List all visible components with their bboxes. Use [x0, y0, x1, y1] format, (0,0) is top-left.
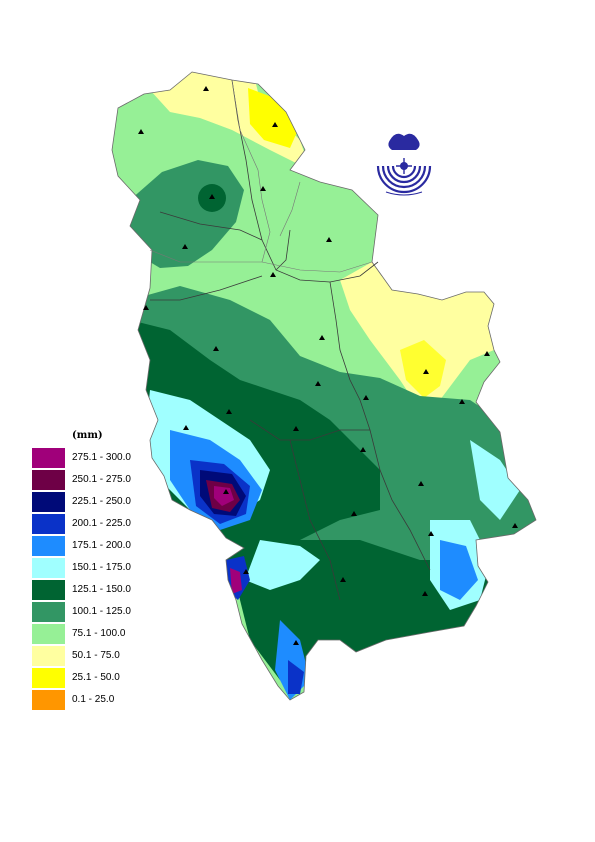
legend-label: 50.1 - 75.0	[72, 650, 120, 661]
legend-row: 125.1 - 150.0	[32, 580, 182, 600]
station-triangle-icon	[226, 409, 232, 414]
station-triangle-icon	[484, 351, 490, 356]
station-triangle-icon	[459, 399, 465, 404]
station-triangle-icon	[183, 425, 189, 430]
legend-row: 150.1 - 175.0	[32, 558, 182, 578]
legend-swatch	[32, 690, 65, 710]
station-triangle-icon	[428, 531, 434, 536]
station-triangle-icon	[423, 369, 429, 374]
legend-swatch	[32, 668, 65, 688]
legend-swatch	[32, 514, 65, 534]
legend-label: 225.1 - 250.0	[72, 496, 131, 507]
legend-row: 275.1 - 300.0	[32, 448, 182, 468]
station-triangle-icon	[182, 244, 188, 249]
legend-row: 200.1 - 225.0	[32, 514, 182, 534]
legend-swatch	[32, 558, 65, 578]
legend-swatch	[32, 536, 65, 556]
legend-swatch	[32, 602, 65, 622]
station-triangle-icon	[270, 272, 276, 277]
legend-swatch	[32, 624, 65, 644]
station-triangle-icon	[319, 335, 325, 340]
legend-row: 100.1 - 125.0	[32, 602, 182, 622]
legend-label: 250.1 - 275.0	[72, 474, 131, 485]
legend-row: 75.1 - 100.0	[32, 624, 182, 644]
station-triangle-icon	[293, 426, 299, 431]
hydrometeorological-service-logo	[376, 133, 432, 196]
station-triangle-icon	[260, 186, 266, 191]
station-triangle-icon	[138, 129, 144, 134]
station-triangle-icon	[422, 591, 428, 596]
station-triangle-icon	[512, 523, 518, 528]
legend-row: 175.1 - 200.0	[32, 536, 182, 556]
station-triangle-icon	[203, 86, 209, 91]
legend-label: 150.1 - 175.0	[72, 562, 131, 573]
legend-label: 0.1 - 25.0	[72, 694, 115, 705]
legend-label: 100.1 - 125.0	[72, 606, 131, 617]
station-triangle-icon	[363, 395, 369, 400]
station-triangle-icon	[418, 481, 424, 486]
legend-label: 25.1 - 50.0	[72, 672, 120, 683]
station-triangle-icon	[326, 237, 332, 242]
station-triangle-icon	[340, 577, 346, 582]
legend-label: 275.1 - 300.0	[72, 452, 131, 463]
legend-swatch	[32, 448, 65, 468]
station-triangle-icon	[360, 447, 366, 452]
legend-unit: (mm)	[72, 430, 103, 441]
legend-label: 175.1 - 200.0	[72, 540, 131, 551]
legend-swatch	[32, 646, 65, 666]
legend-swatch	[32, 470, 65, 490]
legend-row: 250.1 - 275.0	[32, 470, 182, 490]
station-triangle-icon	[143, 305, 149, 310]
station-markers	[138, 86, 518, 645]
station-triangle-icon	[223, 489, 229, 494]
station-triangle-icon	[209, 194, 215, 199]
legend-swatch	[32, 580, 65, 600]
legend-row: 25.1 - 50.0	[32, 668, 182, 688]
station-triangle-icon	[351, 511, 357, 516]
station-triangle-icon	[272, 122, 278, 127]
legend-label: 200.1 - 225.0	[72, 518, 131, 529]
legend-label: 75.1 - 100.0	[72, 628, 126, 639]
station-triangle-icon	[293, 640, 299, 645]
legend-swatch	[32, 492, 65, 512]
legend-row: 0.1 - 25.0	[32, 690, 182, 710]
legend-label: 125.1 - 150.0	[72, 584, 131, 595]
station-triangle-icon	[213, 346, 219, 351]
station-triangle-icon	[315, 381, 321, 386]
legend-row: 50.1 - 75.0	[32, 646, 182, 666]
legend-row: 225.1 - 250.0	[32, 492, 182, 512]
station-triangle-icon	[243, 569, 249, 574]
